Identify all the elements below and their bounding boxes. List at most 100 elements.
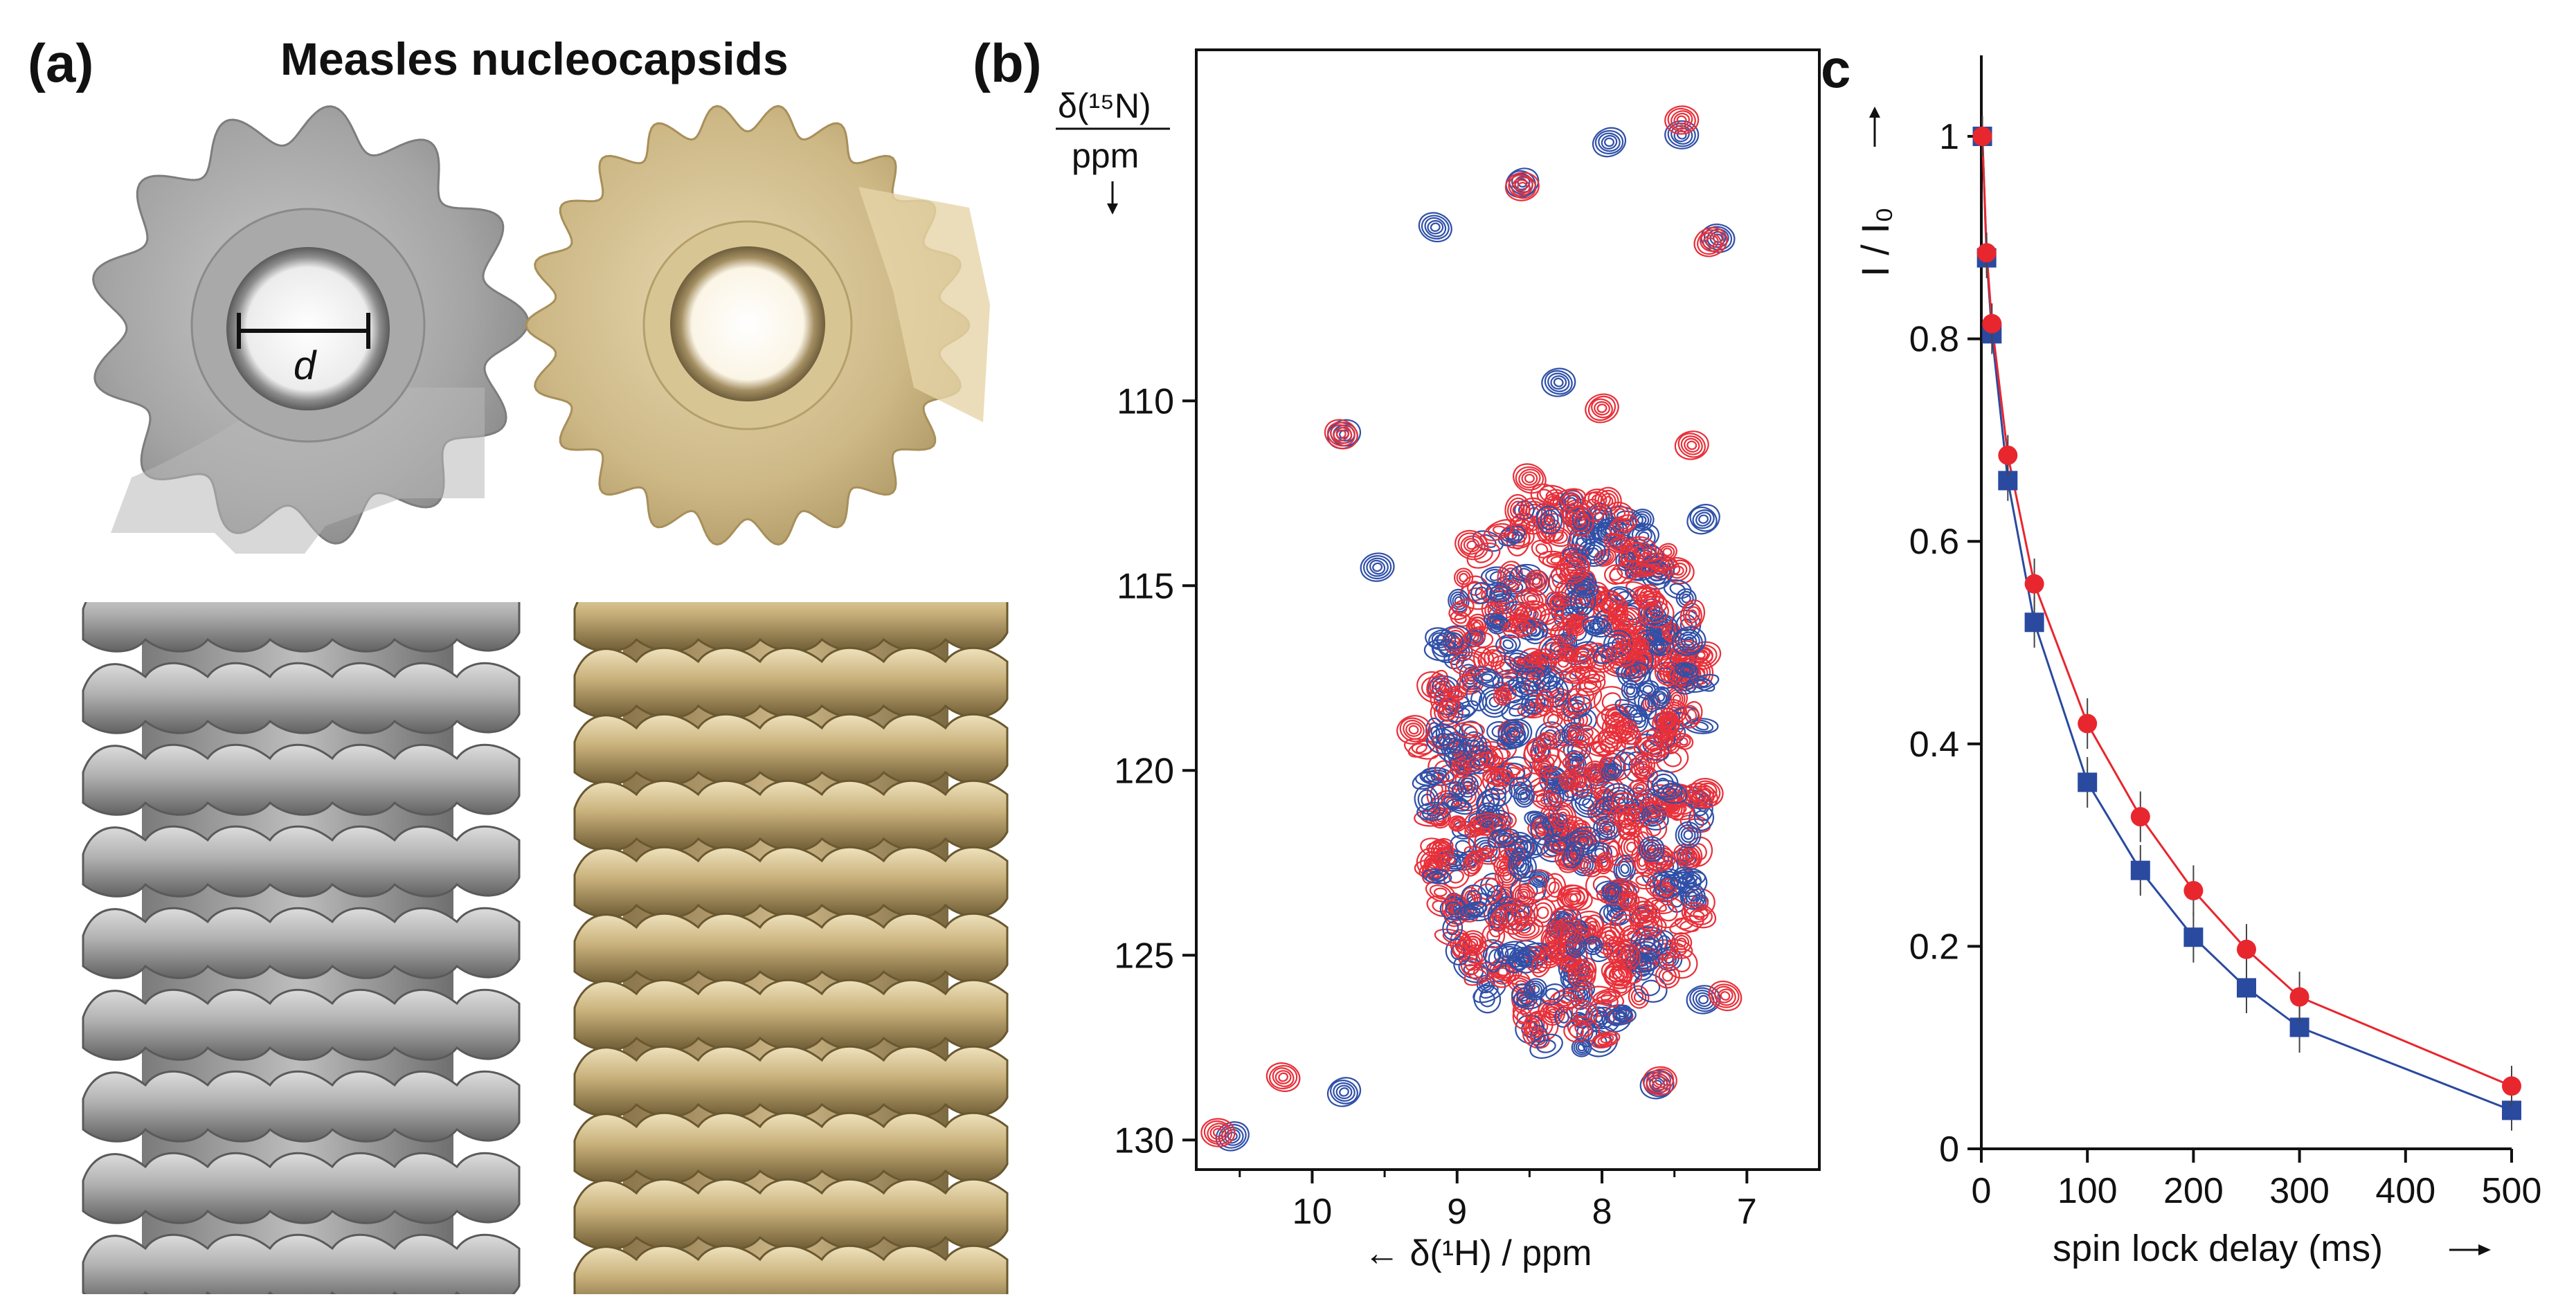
nmr-contour bbox=[1450, 817, 1465, 830]
nmr-contour bbox=[1602, 882, 1622, 904]
panel-b-plot-frame bbox=[1195, 48, 1821, 1171]
nmr-contour bbox=[1594, 744, 1607, 754]
nmr-contour bbox=[1676, 937, 1687, 947]
nmr-contour bbox=[1585, 393, 1619, 424]
nmr-contour bbox=[1436, 732, 1451, 746]
nmr-contour bbox=[1488, 949, 1500, 966]
nmr-contour bbox=[1594, 1033, 1618, 1047]
nmr-contour bbox=[1578, 794, 1598, 812]
nmr-contour bbox=[1540, 795, 1553, 805]
nmr-contour bbox=[1605, 644, 1637, 666]
nmr-contour bbox=[1679, 737, 1688, 746]
nmr-contour bbox=[1585, 617, 1609, 636]
nmr-contour bbox=[1526, 875, 1548, 895]
nmr-contour bbox=[1711, 983, 1740, 1008]
nmr-contour bbox=[1463, 631, 1484, 645]
nmr-contour bbox=[1268, 1064, 1298, 1090]
nmr-contour bbox=[1330, 424, 1353, 444]
helix-rung bbox=[573, 1045, 1009, 1118]
nmr-contour bbox=[1468, 938, 1479, 948]
nmr-contour bbox=[1645, 880, 1678, 902]
nmr-contour bbox=[1517, 181, 1528, 192]
nmr-contour bbox=[1576, 651, 1592, 668]
nmr-contour bbox=[1652, 791, 1672, 810]
nmr-contour bbox=[1615, 1006, 1630, 1020]
nmr-contour bbox=[1412, 767, 1447, 790]
nmr-contour bbox=[1642, 684, 1653, 694]
nmr-contour bbox=[1433, 887, 1448, 897]
nmr-contour bbox=[1646, 1068, 1675, 1093]
nmr-contour bbox=[1596, 403, 1607, 413]
nmr-contour bbox=[1703, 226, 1733, 251]
nmr-contour bbox=[1601, 763, 1623, 781]
nmr-contour bbox=[1612, 959, 1643, 984]
nmr-contour bbox=[1617, 890, 1640, 911]
nmr-contour bbox=[1494, 963, 1511, 981]
nmr-contour bbox=[1592, 127, 1627, 158]
nmr-contour bbox=[1568, 848, 1578, 862]
nmr-contour bbox=[1497, 943, 1524, 961]
nmr-contour bbox=[1486, 582, 1512, 603]
nmr-contour bbox=[1558, 884, 1593, 911]
nmr-contour bbox=[1450, 690, 1460, 698]
nmr-contour bbox=[1448, 737, 1463, 754]
nmr-contour bbox=[1638, 836, 1665, 862]
nmr-contour bbox=[1590, 767, 1599, 776]
nmr-contour bbox=[1516, 588, 1547, 610]
nmr-contour bbox=[1540, 509, 1559, 531]
nmr-contour bbox=[1682, 875, 1694, 884]
nmr-contour bbox=[1579, 677, 1602, 693]
nmr-contour bbox=[1600, 1036, 1612, 1044]
nmr-contour bbox=[1650, 686, 1671, 709]
data-point-circle bbox=[1982, 314, 2002, 334]
nmr-contour bbox=[1606, 940, 1641, 971]
nmr-contour bbox=[1705, 237, 1716, 247]
nmr-contour bbox=[1529, 1033, 1563, 1059]
data-point-circle bbox=[2024, 574, 2044, 594]
nmr-contour bbox=[1594, 401, 1610, 416]
nmr-contour bbox=[1536, 1039, 1556, 1053]
nmr-contour bbox=[1518, 469, 1541, 489]
nmr-contour bbox=[1559, 923, 1576, 941]
nmr-contour bbox=[1535, 956, 1548, 972]
helix-rung bbox=[82, 602, 521, 653]
nmr-contour bbox=[1470, 877, 1503, 906]
nmr-contour bbox=[1224, 1129, 1241, 1144]
nmr-contour bbox=[1541, 367, 1576, 397]
helix-rung bbox=[573, 713, 1009, 785]
nmr-contour bbox=[1517, 902, 1533, 920]
nmr-contour bbox=[1614, 699, 1647, 723]
nmr-contour bbox=[1591, 1031, 1621, 1048]
nmr-contour bbox=[1469, 740, 1481, 753]
nmr-contour bbox=[1616, 510, 1637, 522]
nmr-contour bbox=[1511, 919, 1540, 939]
nmr-contour bbox=[1684, 437, 1700, 453]
nmr-contour bbox=[1515, 466, 1544, 491]
nmr-contour bbox=[1526, 572, 1546, 590]
data-point-square bbox=[2183, 927, 2204, 947]
data-point-circle bbox=[2502, 1076, 2521, 1096]
nmr-contour bbox=[1531, 576, 1541, 585]
nmr-contour bbox=[1460, 884, 1488, 911]
nmr-contour bbox=[1528, 982, 1542, 997]
nmr-contour bbox=[1671, 790, 1691, 808]
nmr-contour bbox=[1540, 754, 1562, 772]
nmr-contour bbox=[1688, 609, 1697, 621]
nmr-contour bbox=[1604, 734, 1616, 745]
nmr-contour bbox=[1461, 723, 1478, 736]
nmr-contour bbox=[1643, 842, 1659, 857]
nmr-contour bbox=[1531, 951, 1552, 978]
nmr-contour bbox=[1540, 697, 1549, 709]
nmr-contour bbox=[1602, 823, 1612, 833]
nmr-contour bbox=[1675, 628, 1703, 654]
nmr-contour bbox=[1609, 537, 1626, 549]
nmr-contour bbox=[1425, 812, 1440, 823]
nmr-contour bbox=[1543, 953, 1555, 963]
nmr-contour bbox=[1662, 717, 1673, 726]
nmr-contour bbox=[1720, 991, 1731, 1001]
nmr-contour bbox=[1360, 552, 1395, 582]
nmr-contour bbox=[1543, 514, 1556, 527]
panel-c-ylabel: I / I₀ bbox=[1853, 207, 1897, 277]
nmr-contour bbox=[1372, 562, 1383, 572]
nmr-contour bbox=[1670, 691, 1684, 707]
